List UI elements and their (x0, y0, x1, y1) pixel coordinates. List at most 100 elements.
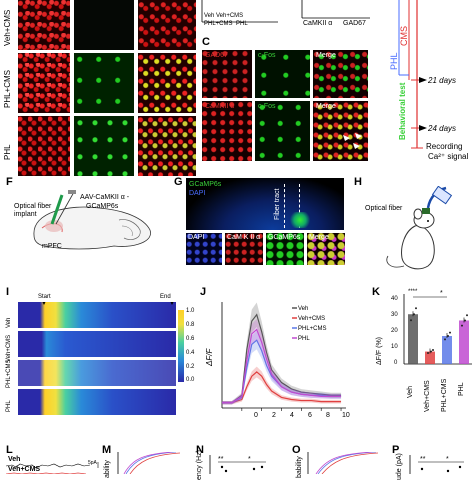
k-point-phl-cms-2 (449, 331, 451, 334)
top-legend-phl: PHL (236, 21, 248, 27)
panel-label-n: N (196, 444, 204, 456)
k-point-veh-cms-1 (430, 350, 432, 353)
g-inset-gcamp: GCaMP6s (266, 233, 304, 265)
c-merge-label-2: Merge (316, 103, 336, 110)
c-cfos-label-2: c-Fos (258, 103, 276, 110)
c-merge-label-1: Merge (316, 52, 336, 59)
f-virus-2: GCaMP6s (86, 203, 119, 210)
j-line-chart (221, 302, 346, 411)
k-point-veh-0 (410, 319, 412, 322)
g-dapi-label: DAPI (189, 190, 206, 197)
panel-label-c: C (202, 36, 210, 48)
i-cbar-tick-4: 0.4 (186, 350, 195, 356)
k-group-veh: Veh (407, 385, 414, 398)
timeline-24-days: 24 days (428, 124, 457, 133)
k-point-phl-2 (466, 314, 468, 317)
g-inset-gcamp-label: GCaMP6s (268, 234, 301, 241)
p-ylabel: ude (pA) (396, 453, 403, 480)
j-legend-phl-cms: PHL+CMS (298, 326, 327, 332)
k-bar-phl-cms (442, 336, 452, 364)
k-point-phl-cms-1 (447, 335, 449, 337)
panel-label-f: F (6, 176, 13, 188)
c-arrowheads (343, 133, 362, 149)
f-optical-fiber: Optical fiber (14, 203, 52, 210)
j-band-phl (222, 319, 342, 405)
k-point-veh-cms-0 (427, 352, 429, 355)
k-point-veh-2 (415, 307, 417, 310)
f-mpfc: mPFC (42, 243, 62, 250)
micro-veh-cms-merge (138, 0, 196, 50)
panel-label-k: K (372, 286, 380, 298)
i-cbar-tick-1: 1.0 (186, 308, 195, 314)
c-cfos-image-1: c-Fos (255, 50, 310, 98)
g-fiber-tract-label: Fiber tract (274, 188, 281, 220)
f-virus-1: AAV-CaMKII α - (80, 194, 130, 201)
j-band-veh (222, 302, 342, 405)
l-trace-veh: Veh (8, 456, 21, 463)
f-brain-diagram (33, 190, 151, 250)
micro-phl-red (18, 116, 70, 176)
k-bar-chart (403, 294, 472, 365)
n-sig-2: * (248, 456, 251, 463)
g-inset-merge: Merge (307, 233, 345, 265)
panel-label-l: L (6, 444, 13, 456)
j-band-phl_cms (222, 330, 342, 405)
g-green-expression (288, 212, 312, 228)
n-sig-1: ** (218, 456, 224, 463)
i-start-label: Start (38, 294, 51, 300)
i-cbar-tick-2: 0.8 (186, 322, 195, 328)
c-cfos-image-2: c-Fos (255, 101, 310, 161)
i-cbar-tick-5: 0.2 (186, 364, 195, 370)
k-bar-phl (459, 320, 469, 364)
g-inset-dapi-label: DAPI (188, 234, 205, 241)
timeline-behavioral: Behavioral test (398, 82, 407, 140)
n-dots (209, 455, 266, 474)
top-bar-fragment (201, 0, 278, 23)
k-ytick-20: 20 (391, 328, 398, 334)
micro-veh-cms-green (74, 0, 134, 50)
m-cumulative-plot (117, 452, 181, 474)
timeline-diagram (398, 0, 427, 149)
g-coronal-image: GCaMP6s DAPI Fiber tract (186, 178, 344, 230)
j-series-phl (222, 328, 342, 404)
micro-phl-merge (138, 116, 196, 176)
i-heatmap (18, 302, 176, 415)
top-x-gad67: GAD67 (343, 20, 366, 27)
c-cfos-label-1: c-Fos (258, 52, 276, 59)
h-mouse-diagram (386, 186, 453, 270)
panel-label-m: M (102, 444, 112, 456)
j-legend-phl: PHL (298, 336, 310, 342)
j-series-veh (222, 313, 342, 404)
panel-label-p: P (392, 444, 400, 456)
i-colorbar (178, 310, 184, 382)
i-end-label: End (160, 294, 171, 300)
micro-phl-cms-green (74, 53, 134, 113)
micro-phl-green (74, 116, 134, 176)
j-series-veh_cms (222, 371, 342, 404)
top-legend-veh-cms: Veh+CMS (216, 13, 244, 19)
g-fiber-tract (284, 184, 300, 228)
c-camkii-image: CaMKII α (202, 101, 252, 161)
top-legend-phl-cms: PHL+CMS (204, 21, 233, 27)
k-ytick-30: 30 (391, 312, 398, 318)
k-point-phl-cms-0 (444, 338, 446, 341)
timeline-21-days: 21 days (428, 76, 457, 85)
micro-phl-cms-merge (138, 53, 196, 113)
micro-phl-cms-red (18, 53, 70, 113)
k-point-veh-1 (413, 313, 415, 316)
p-sig-2: * (446, 456, 449, 463)
panel-label-i: I (6, 286, 10, 298)
j-xtick-10: 10 (342, 412, 350, 419)
p-dots (409, 455, 464, 474)
k-group-phl: PHL (458, 382, 465, 396)
panel-label-j: J (200, 286, 207, 298)
j-xtick-8: 8 (326, 412, 330, 419)
timeline-recording: Recording (426, 142, 463, 151)
o-cumulative-plot (307, 452, 379, 474)
j-xtick-0: 0 (254, 412, 258, 419)
j-xtick-6: 6 (308, 412, 312, 419)
g-inset-camkii: CaM K II α (225, 233, 263, 265)
j-legend-veh: Veh (298, 306, 309, 312)
i-cbar-tick-6: 0.0 (186, 377, 195, 383)
top-x-camkii: CaMKII α (303, 20, 333, 27)
